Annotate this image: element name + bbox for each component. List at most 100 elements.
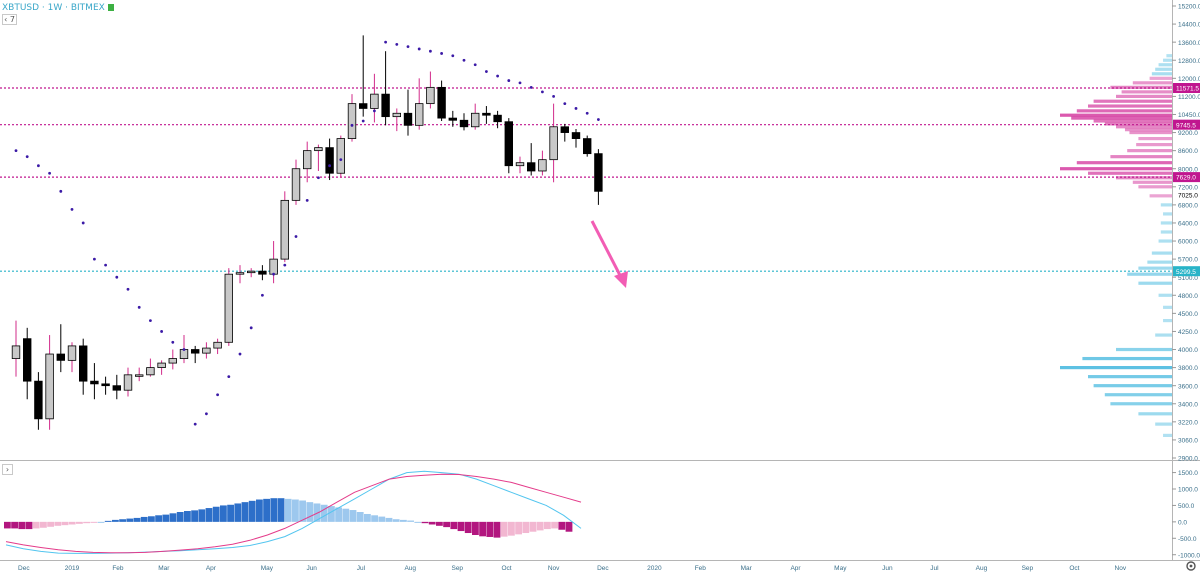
macd-histogram-bar bbox=[356, 512, 364, 522]
macd-histogram-bar bbox=[112, 519, 119, 522]
macd-histogram-bar bbox=[47, 521, 54, 527]
volume-profile-bar bbox=[1110, 85, 1172, 89]
macd-histogram-bar bbox=[97, 521, 105, 523]
volume-profile-bar bbox=[1116, 125, 1172, 129]
collapse-indicators-button[interactable]: ‹ 7 bbox=[2, 14, 17, 25]
volume-profile-bar bbox=[1158, 239, 1172, 243]
sar-dot bbox=[25, 155, 29, 159]
volume-profile-bar bbox=[1127, 272, 1172, 276]
macd-histogram-bar bbox=[313, 503, 321, 522]
arrow-head bbox=[614, 271, 628, 288]
macd-histogram-bar bbox=[328, 506, 335, 522]
candle bbox=[482, 106, 491, 124]
macd-histogram-bar bbox=[277, 498, 285, 522]
time-tick-label: Sep bbox=[451, 565, 463, 572]
price-tick-label: 12800.0 bbox=[1178, 58, 1200, 65]
sar-dot bbox=[115, 275, 119, 279]
macd-histogram-bar bbox=[472, 521, 479, 535]
candle-body bbox=[168, 358, 177, 364]
macd-histogram-bar bbox=[392, 519, 400, 522]
level-price-label: 11571.5 bbox=[1176, 86, 1199, 93]
level-price-label: 9745.5 bbox=[1176, 122, 1196, 129]
price-tick-label: 14400.0 bbox=[1178, 22, 1200, 29]
candle bbox=[235, 265, 245, 284]
price-axis[interactable]: 15200.0 14400.0 13600.0 12800.0 12000.0 11200… bbox=[0, 0, 1200, 561]
volume-profile-bar bbox=[1160, 230, 1172, 234]
sar-dot bbox=[14, 149, 18, 153]
time-tick-label: Feb bbox=[695, 565, 707, 572]
sar-dot bbox=[574, 107, 578, 110]
macd-histogram-bar bbox=[544, 521, 551, 530]
candle bbox=[571, 128, 581, 148]
candle bbox=[202, 342, 211, 359]
time-tick-label: Dec bbox=[597, 565, 609, 572]
price-tick-label: 10450.0 bbox=[1178, 112, 1200, 119]
time-axis[interactable]: Dec 2019 Feb Mar Apr May Jun Jul Aug Sep Oct Nov Dec… bbox=[18, 565, 1127, 572]
level-price-label: 7629.0 bbox=[1176, 175, 1196, 182]
macd-histogram-bar bbox=[349, 510, 357, 522]
macd-histogram-bar bbox=[212, 506, 220, 522]
macd-histogram-bar bbox=[464, 521, 472, 534]
sar-dot bbox=[294, 235, 298, 238]
macd-histogram-bar bbox=[292, 499, 299, 522]
time-tick-label: Sep bbox=[1022, 565, 1034, 572]
macd-histogram-bar bbox=[248, 500, 256, 522]
volume-profile-bar bbox=[1138, 185, 1172, 189]
volume-profile-bar bbox=[1116, 176, 1172, 180]
volume-profile-bar bbox=[1088, 171, 1172, 175]
sar-dot bbox=[339, 158, 343, 162]
candle bbox=[426, 71, 435, 109]
gear-icon[interactable] bbox=[1185, 560, 1197, 572]
volume-profile-bar bbox=[1071, 116, 1172, 120]
sar-dot bbox=[37, 164, 40, 168]
sar-dot bbox=[81, 221, 85, 225]
macd-histogram-bar bbox=[126, 518, 134, 522]
symbol-title[interactable]: XBTUSD · 1W · BITMEX bbox=[2, 3, 114, 13]
sar-dot bbox=[70, 208, 74, 211]
macd-histogram-bar bbox=[320, 504, 328, 522]
price-tick-label: 9200.0 bbox=[1178, 130, 1198, 137]
macd-histogram-bar bbox=[241, 502, 249, 522]
candle bbox=[134, 367, 144, 382]
sar-dot bbox=[104, 263, 107, 267]
candle-body bbox=[482, 112, 491, 116]
candle-body bbox=[314, 147, 323, 152]
candle-body bbox=[112, 385, 121, 391]
sar-dot bbox=[361, 119, 365, 123]
candle bbox=[594, 149, 603, 205]
arrow-shaft bbox=[590, 220, 626, 284]
candle-body bbox=[34, 380, 43, 420]
candle-body bbox=[336, 138, 345, 174]
sar-dot bbox=[563, 102, 567, 106]
candle-body bbox=[583, 138, 592, 155]
macd-histogram-bar bbox=[119, 519, 126, 522]
volume-profile-bar bbox=[1129, 130, 1172, 135]
macd-histogram-bar bbox=[234, 503, 242, 522]
symbol-label: XBTUSD · 1W · BITMEX bbox=[2, 3, 105, 13]
sar-dot bbox=[227, 375, 231, 379]
candle-body bbox=[280, 199, 289, 260]
macd-histogram-bar bbox=[184, 511, 191, 522]
candle bbox=[168, 349, 177, 370]
price-tick-label: 5100.0 bbox=[1178, 275, 1198, 282]
price-tick-label: 6000.0 bbox=[1178, 239, 1198, 246]
macd-histogram-bar bbox=[148, 516, 155, 522]
candle-body bbox=[258, 270, 267, 275]
macd-histogram-bar bbox=[508, 521, 515, 536]
macd-histogram-bar bbox=[428, 521, 436, 525]
price-tick-label: 3800.0 bbox=[1178, 365, 1198, 372]
sar-dot bbox=[373, 109, 376, 113]
candle-body bbox=[79, 345, 88, 382]
volume-profile-bar bbox=[1104, 393, 1172, 397]
candle bbox=[493, 110, 502, 129]
volume-profile-bar bbox=[1155, 422, 1172, 426]
macd-histogram-bar bbox=[140, 516, 148, 522]
sar-dot bbox=[48, 171, 51, 175]
sar-dot bbox=[317, 176, 320, 180]
volume-profile-bar bbox=[1151, 72, 1172, 76]
macd-collapse-button[interactable]: › bbox=[2, 464, 13, 475]
volume-profile-bar bbox=[1149, 76, 1172, 80]
macd-histogram-bar bbox=[436, 521, 443, 526]
macd-axis[interactable]: 1500.0 1000.0 500.0 0.0 -500.0 -1000.0 bbox=[1172, 470, 1200, 559]
